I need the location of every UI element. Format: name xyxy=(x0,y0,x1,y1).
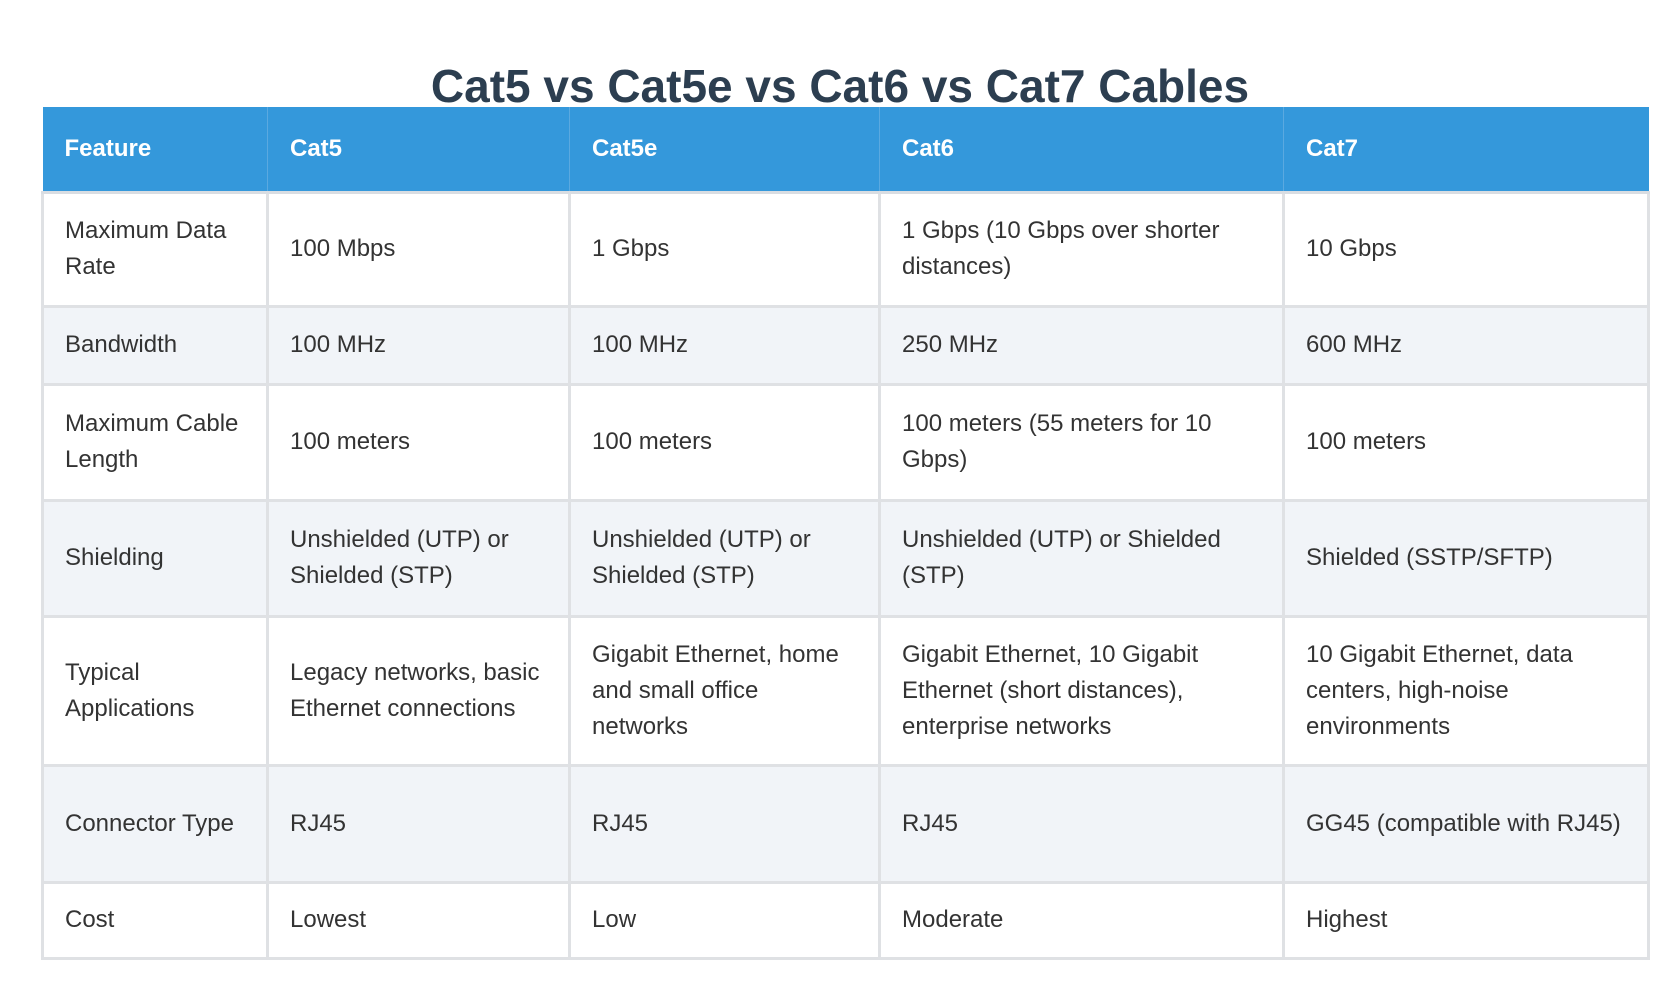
cat6-cell: 250 MHz xyxy=(878,304,1285,386)
table-row-max-data-rate: Maximum Data Rate 100 Mbps 1 Gbps 1 Gbps… xyxy=(41,190,1650,308)
table-row-max-cable-length: Maximum Cable Length 100 meters 100 mete… xyxy=(41,382,1650,502)
cat6-cell: Unshielded (UTP) or Shielded (STP) xyxy=(878,498,1285,618)
header-cat6: Cat6 xyxy=(879,107,1284,194)
cat5-cell: Legacy networks, basic Ethernet connecti… xyxy=(266,614,571,767)
cat5e-cell: Gigabit Ethernet, home and small office … xyxy=(568,614,881,767)
cat5-cell: 100 meters xyxy=(266,382,571,502)
cat6-cell: Moderate xyxy=(878,880,1285,960)
cat7-cell: 100 meters xyxy=(1282,382,1650,502)
cat7-cell: 10 Gbps xyxy=(1282,190,1650,308)
header-feature: Feature xyxy=(42,107,268,194)
cat5-cell: Unshielded (UTP) or Shielded (STP) xyxy=(266,498,571,618)
cat6-cell: 1 Gbps (10 Gbps over shorter distances) xyxy=(878,190,1285,308)
cat7-cell: Shielded (SSTP/SFTP) xyxy=(1282,498,1650,618)
header-cat7: Cat7 xyxy=(1283,107,1649,194)
cat7-cell: GG45 (compatible with RJ45) xyxy=(1282,763,1650,884)
cat5-cell: Lowest xyxy=(266,880,571,960)
cat6-cell: RJ45 xyxy=(878,763,1285,884)
cat5-cell: RJ45 xyxy=(266,763,571,884)
cat5-cell: 100 Mbps xyxy=(266,190,571,308)
cat5e-cell: Low xyxy=(568,880,881,960)
cat7-cell: 600 MHz xyxy=(1282,304,1650,386)
feature-cell: Bandwidth xyxy=(41,304,269,386)
cat5e-cell: 100 meters xyxy=(568,382,881,502)
feature-cell: Cost xyxy=(41,880,269,960)
feature-cell: Shielding xyxy=(41,498,269,618)
page-title: Cat5 vs Cat5e vs Cat6 vs Cat7 Cables xyxy=(430,59,1250,112)
feature-cell: Maximum Data Rate xyxy=(41,190,269,308)
cat5e-cell: Unshielded (UTP) or Shielded (STP) xyxy=(568,498,881,618)
header-cat5: Cat5 xyxy=(267,107,570,194)
cat5e-cell: RJ45 xyxy=(568,763,881,884)
table-row-typical-applications: Typical Applications Legacy networks, ba… xyxy=(41,614,1650,767)
table-row-cost: Cost Lowest Low Moderate Highest xyxy=(41,880,1650,960)
cat5-cell: 100 MHz xyxy=(266,304,571,386)
comparison-table: Feature Cat5 Cat5e Cat6 Cat7 Maximum Dat… xyxy=(41,107,1650,960)
cat7-cell: Highest xyxy=(1282,880,1650,960)
cat5e-cell: 1 Gbps xyxy=(568,190,881,308)
cat7-cell: 10 Gigabit Ethernet, data centers, high-… xyxy=(1282,614,1650,767)
table-row-bandwidth: Bandwidth 100 MHz 100 MHz 250 MHz 600 MH… xyxy=(41,304,1650,386)
cat5e-cell: 100 MHz xyxy=(568,304,881,386)
table-row-connector-type: Connector Type RJ45 RJ45 RJ45 GG45 (comp… xyxy=(41,763,1650,884)
table-row-shielding: Shielding Unshielded (UTP) or Shielded (… xyxy=(41,498,1650,618)
feature-cell: Typical Applications xyxy=(41,614,269,767)
cat6-cell: Gigabit Ethernet, 10 Gigabit Ethernet (s… xyxy=(878,614,1285,767)
cat6-cell: 100 meters (55 meters for 10 Gbps) xyxy=(878,382,1285,502)
header-row: Feature Cat5 Cat5e Cat6 Cat7 xyxy=(42,107,1649,194)
feature-cell: Connector Type xyxy=(41,763,269,884)
header-cat5e: Cat5e xyxy=(569,107,880,194)
feature-cell: Maximum Cable Length xyxy=(41,382,269,502)
